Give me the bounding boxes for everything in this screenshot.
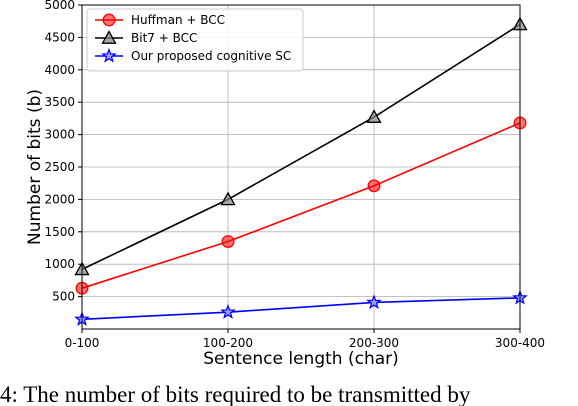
legend-label: Our proposed cognitive SC [131,49,291,63]
line-chart: 0-100 100-200 200-300 300-400 500 1000 1500 200… [25,0,545,369]
legend-entry: Bit7 + BCC [95,30,197,45]
legend-label: Bit7 + BCC [131,31,197,45]
figure-caption: 4: The number of bits required to be tra… [0,382,471,406]
data-point [366,294,382,310]
y-tick-label: 5000 [44,0,75,12]
y-tick-label: 2500 [44,160,75,174]
y-tick-label: 4500 [44,30,75,44]
y-tick-label: 1000 [44,257,75,271]
y-tick-label: 2000 [44,192,75,206]
legend-entry: Huffman + BCC [95,13,225,27]
data-point [366,109,382,123]
series-line [81,122,521,289]
y-tick-label: 1500 [44,225,75,239]
legend-marker [102,13,116,27]
legend: Huffman + BCC Bit7 + BCC Our proposed cogn… [86,8,304,72]
x-tick-label: 0-100 [65,336,100,350]
x-tick-label: 200-300 [349,336,399,350]
data-point [221,235,235,248]
legend-marker [101,47,117,63]
y-axis-title: Number of bits (b) [25,89,45,245]
y-tick-label: 3000 [44,128,75,142]
y-tick-label: 500 [52,290,75,304]
series-0 [75,116,527,295]
data-point [367,179,381,193]
series-line [81,23,521,271]
data-point [220,191,236,206]
axis-ticks: 0-100 100-200 200-300 300-400 500 1000 1500 200… [44,0,545,350]
legend-label: Huffman + BCC [131,13,225,27]
x-axis-title: Sentence length (char) [203,349,399,369]
data-point [220,303,236,319]
legend-marker [101,30,117,44]
y-tick-label: 4000 [44,63,75,77]
series-line [81,297,521,321]
y-tick-label: 3500 [44,95,75,109]
series-1 [74,16,528,276]
x-tick-label: 300-400 [495,336,545,350]
legend-box [86,8,304,72]
x-tick-label: 100-200 [203,336,253,350]
legend-entry: Our proposed cognitive SC [95,47,291,63]
